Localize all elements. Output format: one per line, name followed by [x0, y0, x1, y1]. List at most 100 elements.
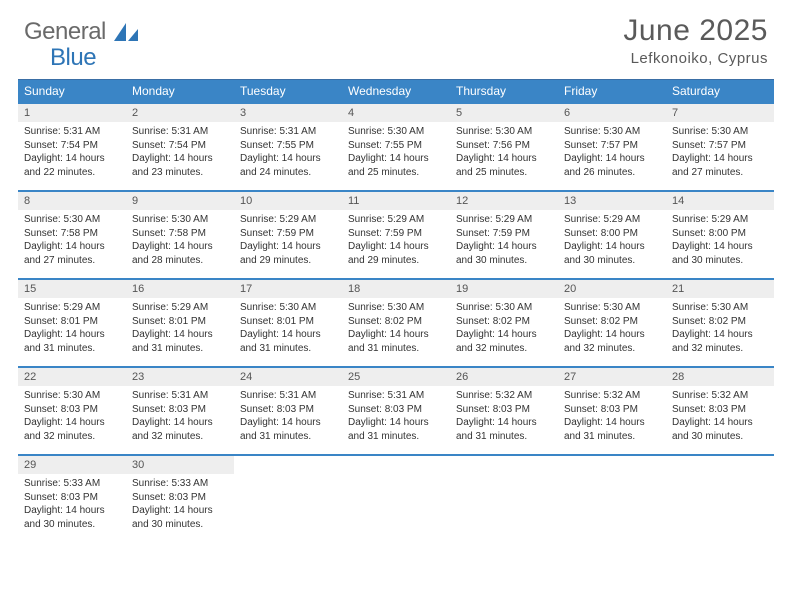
calendar-cell: 5Sunrise: 5:30 AMSunset: 7:56 PMDaylight… [450, 103, 558, 191]
daylight-line-2: and 30 minutes. [456, 254, 552, 268]
sunset-line: Sunset: 8:03 PM [672, 403, 768, 417]
day-number: 4 [342, 104, 450, 122]
daylight-line-1: Daylight: 14 hours [672, 328, 768, 342]
day-number: 13 [558, 192, 666, 210]
daylight-line-2: and 31 minutes. [240, 342, 336, 356]
daylight-line-1: Daylight: 14 hours [564, 152, 660, 166]
day-number: 8 [18, 192, 126, 210]
calendar-cell [666, 455, 774, 543]
day-info: Sunrise: 5:31 AMSunset: 7:55 PMDaylight:… [234, 122, 342, 185]
daylight-line-2: and 32 minutes. [132, 430, 228, 444]
day-number: 15 [18, 280, 126, 298]
daylight-line-1: Daylight: 14 hours [672, 240, 768, 254]
daylight-line-2: and 31 minutes. [240, 430, 336, 444]
daylight-line-1: Daylight: 14 hours [24, 504, 120, 518]
sunrise-line: Sunrise: 5:30 AM [456, 301, 552, 315]
day-info: Sunrise: 5:33 AMSunset: 8:03 PMDaylight:… [18, 474, 126, 537]
sunrise-line: Sunrise: 5:30 AM [672, 301, 768, 315]
calendar-cell: 6Sunrise: 5:30 AMSunset: 7:57 PMDaylight… [558, 103, 666, 191]
sunrise-line: Sunrise: 5:31 AM [24, 125, 120, 139]
day-number: 20 [558, 280, 666, 298]
sunrise-line: Sunrise: 5:30 AM [456, 125, 552, 139]
sunrise-line: Sunrise: 5:29 AM [348, 213, 444, 227]
sunset-line: Sunset: 7:58 PM [24, 227, 120, 241]
daylight-line-1: Daylight: 14 hours [132, 240, 228, 254]
daylight-line-1: Daylight: 14 hours [24, 416, 120, 430]
day-number: 5 [450, 104, 558, 122]
sunset-line: Sunset: 7:54 PM [24, 139, 120, 153]
daylight-line-2: and 22 minutes. [24, 166, 120, 180]
daylight-line-1: Daylight: 14 hours [240, 416, 336, 430]
calendar-cell: 10Sunrise: 5:29 AMSunset: 7:59 PMDayligh… [234, 191, 342, 279]
sunrise-line: Sunrise: 5:31 AM [348, 389, 444, 403]
day-info: Sunrise: 5:30 AMSunset: 8:02 PMDaylight:… [666, 298, 774, 361]
calendar-cell: 26Sunrise: 5:32 AMSunset: 8:03 PMDayligh… [450, 367, 558, 455]
daylight-line-1: Daylight: 14 hours [132, 416, 228, 430]
day-info: Sunrise: 5:31 AMSunset: 8:03 PMDaylight:… [342, 386, 450, 449]
day-info: Sunrise: 5:30 AMSunset: 8:02 PMDaylight:… [342, 298, 450, 361]
sunset-line: Sunset: 8:03 PM [456, 403, 552, 417]
day-number: 9 [126, 192, 234, 210]
col-saturday: Saturday [666, 80, 774, 104]
calendar-cell: 11Sunrise: 5:29 AMSunset: 7:59 PMDayligh… [342, 191, 450, 279]
sunrise-line: Sunrise: 5:29 AM [564, 213, 660, 227]
sunrise-line: Sunrise: 5:31 AM [132, 125, 228, 139]
daylight-line-1: Daylight: 14 hours [348, 328, 444, 342]
sunrise-line: Sunrise: 5:29 AM [672, 213, 768, 227]
day-number: 12 [450, 192, 558, 210]
day-info: Sunrise: 5:30 AMSunset: 7:58 PMDaylight:… [126, 210, 234, 273]
calendar-cell [558, 455, 666, 543]
day-info: Sunrise: 5:30 AMSunset: 7:57 PMDaylight:… [666, 122, 774, 185]
daylight-line-2: and 31 minutes. [564, 430, 660, 444]
sunset-line: Sunset: 8:03 PM [132, 403, 228, 417]
sunrise-line: Sunrise: 5:32 AM [672, 389, 768, 403]
day-number: 7 [666, 104, 774, 122]
day-number: 19 [450, 280, 558, 298]
daylight-line-2: and 32 minutes. [564, 342, 660, 356]
calendar-cell: 17Sunrise: 5:30 AMSunset: 8:01 PMDayligh… [234, 279, 342, 367]
daylight-line-1: Daylight: 14 hours [240, 240, 336, 254]
calendar-week-row: 15Sunrise: 5:29 AMSunset: 8:01 PMDayligh… [18, 279, 774, 367]
calendar-cell [342, 455, 450, 543]
day-info: Sunrise: 5:30 AMSunset: 8:02 PMDaylight:… [558, 298, 666, 361]
calendar-cell: 18Sunrise: 5:30 AMSunset: 8:02 PMDayligh… [342, 279, 450, 367]
daylight-line-2: and 31 minutes. [456, 430, 552, 444]
sunset-line: Sunset: 8:03 PM [24, 491, 120, 505]
daylight-line-1: Daylight: 14 hours [672, 416, 768, 430]
daylight-line-1: Daylight: 14 hours [132, 328, 228, 342]
day-info: Sunrise: 5:29 AMSunset: 8:01 PMDaylight:… [18, 298, 126, 361]
daylight-line-2: and 31 minutes. [348, 430, 444, 444]
daylight-line-1: Daylight: 14 hours [348, 416, 444, 430]
calendar-cell: 12Sunrise: 5:29 AMSunset: 7:59 PMDayligh… [450, 191, 558, 279]
daylight-line-2: and 25 minutes. [456, 166, 552, 180]
day-number: 23 [126, 368, 234, 386]
col-friday: Friday [558, 80, 666, 104]
daylight-line-2: and 27 minutes. [24, 254, 120, 268]
day-number: 28 [666, 368, 774, 386]
sunset-line: Sunset: 7:57 PM [564, 139, 660, 153]
calendar-cell: 14Sunrise: 5:29 AMSunset: 8:00 PMDayligh… [666, 191, 774, 279]
sunrise-line: Sunrise: 5:30 AM [564, 125, 660, 139]
daylight-line-2: and 28 minutes. [132, 254, 228, 268]
day-number: 17 [234, 280, 342, 298]
daylight-line-2: and 32 minutes. [672, 342, 768, 356]
daylight-line-2: and 26 minutes. [564, 166, 660, 180]
col-wednesday: Wednesday [342, 80, 450, 104]
sunset-line: Sunset: 7:55 PM [348, 139, 444, 153]
col-tuesday: Tuesday [234, 80, 342, 104]
day-number: 1 [18, 104, 126, 122]
daylight-line-2: and 31 minutes. [132, 342, 228, 356]
daylight-line-2: and 32 minutes. [456, 342, 552, 356]
calendar-cell [234, 455, 342, 543]
day-number: 2 [126, 104, 234, 122]
daylight-line-1: Daylight: 14 hours [24, 240, 120, 254]
day-number: 3 [234, 104, 342, 122]
daylight-line-1: Daylight: 14 hours [456, 328, 552, 342]
calendar-cell: 24Sunrise: 5:31 AMSunset: 8:03 PMDayligh… [234, 367, 342, 455]
day-number: 26 [450, 368, 558, 386]
col-sunday: Sunday [18, 80, 126, 104]
calendar-cell: 21Sunrise: 5:30 AMSunset: 8:02 PMDayligh… [666, 279, 774, 367]
title-block: June 2025 Lefkonoiko, Cyprus [623, 14, 768, 67]
sunset-line: Sunset: 7:57 PM [672, 139, 768, 153]
sunset-line: Sunset: 8:02 PM [456, 315, 552, 329]
